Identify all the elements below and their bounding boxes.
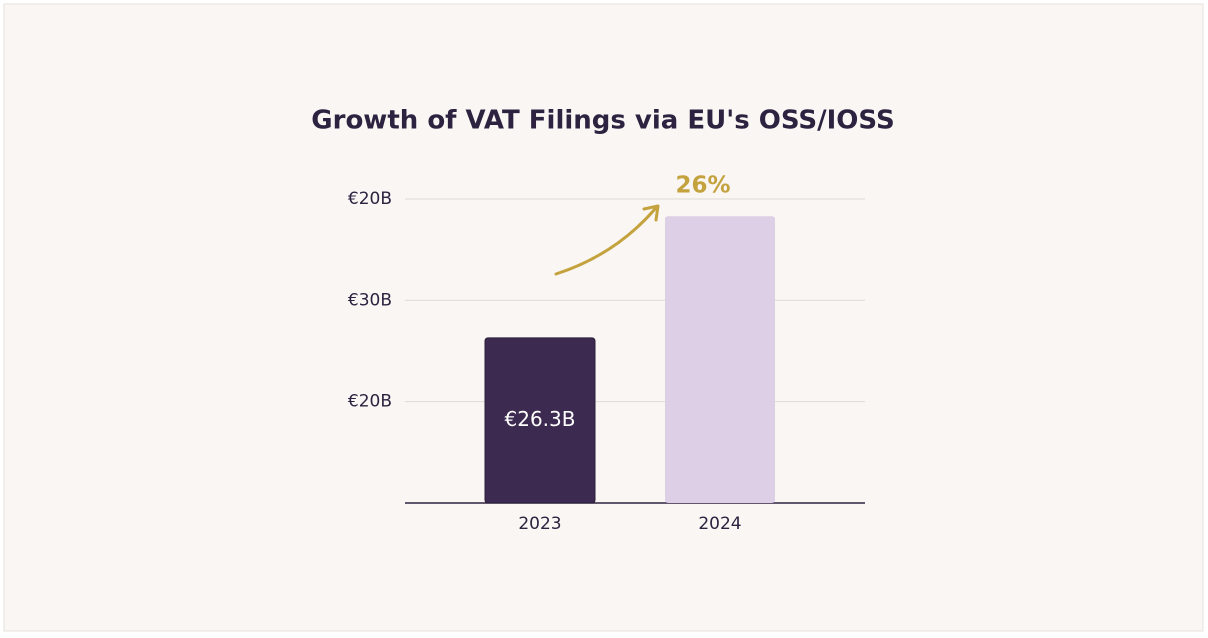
bar	[484, 337, 596, 504]
y-tick-label: €20B	[348, 189, 392, 209]
chart-title: Growth of VAT Filings via EU's OSS/IOSS	[311, 106, 894, 136]
x-tick-label: 2023	[518, 514, 561, 534]
x-tick-label: 2024	[698, 514, 741, 534]
arrow-head	[642, 204, 660, 222]
growth-arrow	[554, 207, 657, 276]
annotation: 26%	[675, 173, 730, 199]
y-tick-label: €20B	[348, 392, 392, 412]
card	[3, 3, 1204, 632]
value-label: €26.3B	[505, 407, 576, 431]
y-tick-label: €30B	[348, 290, 392, 310]
bar	[665, 216, 775, 503]
